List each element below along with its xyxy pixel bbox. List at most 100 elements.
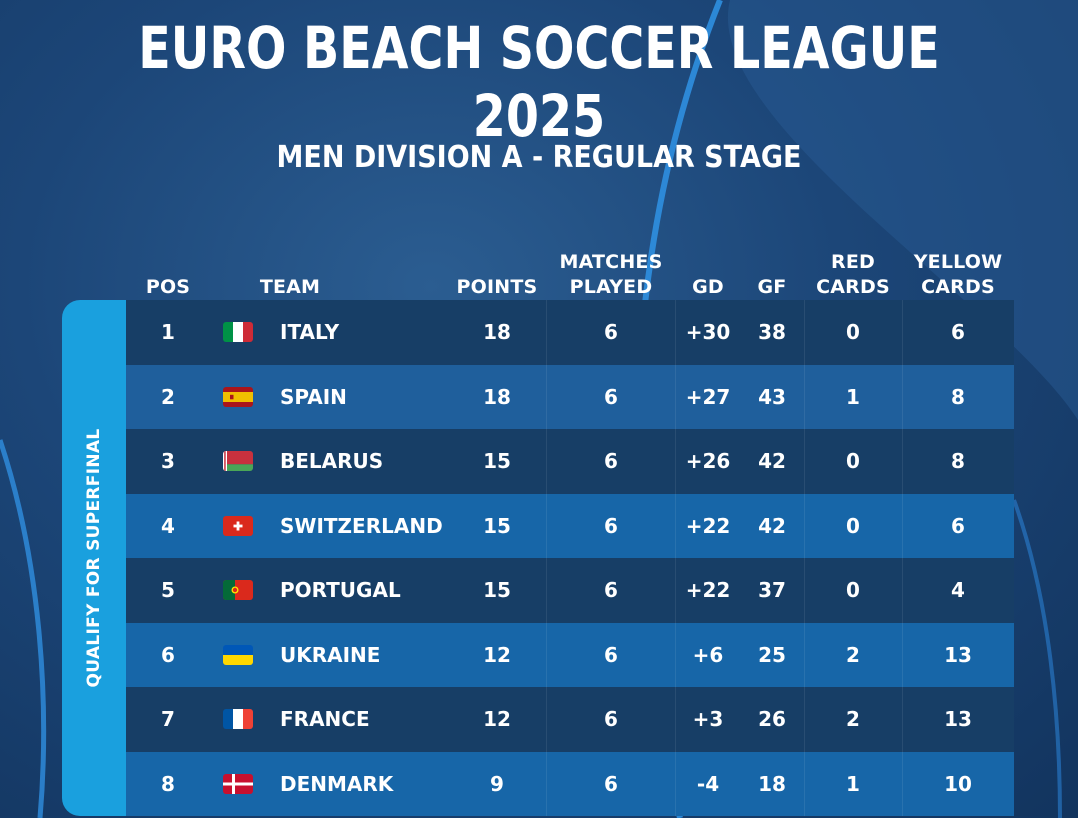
team-cell: PORTUGAL (280, 578, 401, 603)
pos-cell: 5 (161, 578, 175, 603)
column-divider (675, 558, 676, 623)
points-cell: 15 (483, 449, 511, 474)
column-divider (675, 751, 676, 816)
page-subtitle: MEN DIVISION A - REGULAR STAGE (276, 140, 802, 175)
column-divider (675, 493, 676, 558)
gf-cell: 25 (758, 642, 786, 667)
yellow-cell: 13 (944, 642, 972, 667)
gd-cell: +22 (685, 578, 731, 603)
header-points: POINTS (456, 276, 538, 298)
column-divider (675, 687, 676, 752)
column-divider (804, 687, 805, 752)
column-divider (675, 300, 676, 365)
column-divider (546, 300, 547, 365)
italy-flag-icon (223, 322, 253, 342)
ukraine-flag-icon (223, 644, 253, 665)
column-divider (804, 558, 805, 623)
gd-cell: +27 (685, 384, 731, 409)
gf-cell: 43 (758, 384, 786, 409)
played-cell: 6 (604, 771, 618, 796)
played-cell: 6 (604, 449, 618, 474)
team-cell: DENMARK (280, 771, 394, 796)
gf-cell: 26 (758, 707, 786, 732)
red-cell: 1 (846, 384, 860, 409)
gf-cell: 38 (758, 320, 786, 345)
column-divider (675, 429, 676, 494)
yellow-cell: 4 (951, 578, 965, 603)
team-cell: SPAIN (280, 384, 347, 409)
column-divider (546, 558, 547, 623)
played-cell: 6 (604, 578, 618, 603)
header-yellow-cards: YELLOW CARDS (913, 251, 1003, 298)
column-divider (804, 493, 805, 558)
header-pos: POS (145, 276, 191, 298)
red-cell: 0 (846, 513, 860, 538)
column-divider (902, 558, 903, 623)
column-divider (902, 493, 903, 558)
column-divider (902, 429, 903, 494)
gf-cell: 18 (758, 771, 786, 796)
column-divider (675, 364, 676, 429)
column-divider (902, 300, 903, 365)
table-row: 8 DENMARK 9 6 -4 18 1 10 (126, 751, 1014, 816)
header-red-cards: RED CARDS (816, 251, 890, 298)
red-cell: 0 (846, 578, 860, 603)
table-row: 2 SPAIN 18 6 +27 43 1 8 (126, 364, 1014, 429)
gd-cell: -4 (696, 771, 720, 796)
column-divider (902, 364, 903, 429)
header-gf: GF (757, 276, 787, 298)
header-gd: GD (692, 276, 724, 298)
column-divider (546, 622, 547, 687)
yellow-cell: 10 (944, 771, 972, 796)
table-row: 6 UKRAINE 12 6 +6 25 2 13 (126, 622, 1014, 687)
red-cell: 0 (846, 449, 860, 474)
table-row: 7 FRANCE 12 6 +3 26 2 13 (126, 687, 1014, 752)
belarus-flag-icon (223, 451, 253, 471)
column-divider (804, 300, 805, 365)
pos-cell: 7 (161, 707, 175, 732)
yellow-cell: 6 (951, 320, 965, 345)
column-divider (675, 622, 676, 687)
header-team: TEAM (259, 276, 321, 298)
page-title: EURO BEACH SOCCER LEAGUE 2025 (138, 14, 940, 150)
team-cell: BELARUS (280, 449, 384, 474)
table-row: 3 BELARUS 15 6 +26 42 0 8 (126, 429, 1014, 494)
column-divider (804, 429, 805, 494)
points-cell: 15 (483, 513, 511, 538)
played-cell: 6 (604, 320, 618, 345)
column-divider (546, 493, 547, 558)
column-divider (902, 687, 903, 752)
red-cell: 2 (846, 707, 860, 732)
played-cell: 6 (604, 513, 618, 538)
yellow-cell: 6 (951, 513, 965, 538)
played-cell: 6 (604, 707, 618, 732)
standings-table: 1 ITALY 18 6 +30 38 0 6 2 SPAIN 18 6 +27… (126, 300, 1014, 816)
pos-cell: 6 (161, 642, 175, 667)
points-cell: 9 (490, 771, 504, 796)
gf-cell: 42 (758, 449, 786, 474)
column-divider (804, 622, 805, 687)
pos-cell: 3 (161, 449, 175, 474)
yellow-cell: 13 (944, 707, 972, 732)
gd-cell: +3 (692, 707, 724, 732)
gd-cell: +30 (685, 320, 731, 345)
red-cell: 2 (846, 642, 860, 667)
france-flag-icon (223, 709, 253, 729)
column-divider (902, 751, 903, 816)
column-divider (804, 364, 805, 429)
portugal-flag-icon (223, 580, 253, 600)
header-matches-played: MATCHES PLAYED (559, 251, 663, 298)
gd-cell: +26 (685, 449, 731, 474)
points-cell: 12 (483, 642, 511, 667)
team-cell: ITALY (280, 320, 340, 345)
yellow-cell: 8 (951, 449, 965, 474)
column-divider (546, 429, 547, 494)
team-cell: FRANCE (280, 707, 370, 732)
team-cell: UKRAINE (280, 642, 381, 667)
pos-cell: 2 (161, 384, 175, 409)
points-cell: 12 (483, 707, 511, 732)
pos-cell: 4 (161, 513, 175, 538)
column-divider (902, 622, 903, 687)
table-row: 4 SWITZERLAND 15 6 +22 42 0 6 (126, 493, 1014, 558)
column-divider (804, 751, 805, 816)
